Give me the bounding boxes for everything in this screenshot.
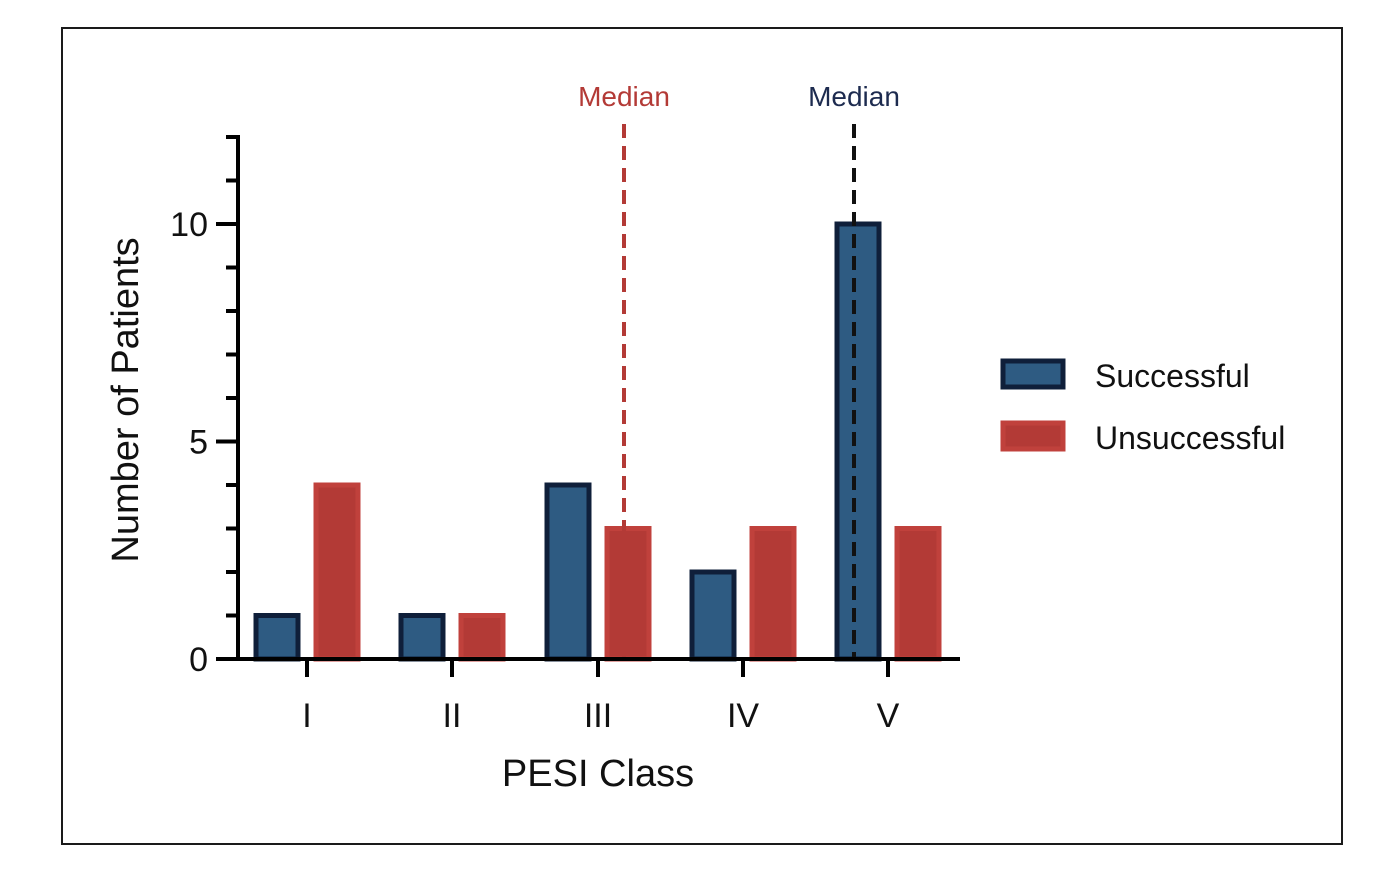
x-tick-label: V: [877, 697, 900, 735]
x-tick-label: I: [302, 697, 311, 735]
legend-swatch-unsuccessful: [1000, 420, 1066, 452]
bar-successful-iv: [689, 569, 737, 662]
y-axis-ticks: 0 5 10: [170, 135, 238, 679]
bar-successful-ii: [398, 613, 446, 662]
bar-unsuccessful-iv: [749, 526, 797, 662]
bar-unsuccessful-v: [894, 526, 942, 662]
legend-label-unsuccessful: Unsuccessful: [1095, 420, 1285, 456]
x-tick-label: IV: [727, 697, 759, 735]
legend-swatch-successful: [1000, 358, 1066, 390]
figure-frame: [61, 27, 1343, 845]
y-tick-label: 10: [170, 206, 208, 244]
x-axis-title: PESI Class: [502, 753, 694, 795]
bar-successful-v: [834, 221, 882, 662]
bar-unsuccessful-iii: [604, 526, 652, 662]
x-tick-label: II: [443, 697, 462, 735]
legend-label-successful: Successful: [1095, 358, 1250, 394]
bar-unsuccessful-ii: [458, 613, 506, 662]
bar-successful-iii: [544, 482, 592, 662]
bar-successful-i: [253, 613, 301, 662]
median-lines-overlay: Median Median: [578, 81, 900, 659]
y-tick-label: 0: [189, 641, 208, 679]
x-tick-label: III: [584, 697, 612, 735]
median-label-successful: Median: [808, 81, 900, 112]
legend: Successful Unsuccessful: [1000, 358, 1285, 456]
bar-unsuccessful-i: [313, 482, 361, 662]
y-tick-label: 5: [189, 424, 208, 462]
x-axis-ticks: I II III IV V: [302, 659, 900, 735]
median-label-unsuccessful: Median: [578, 81, 670, 112]
y-axis-title: Number of Patients: [105, 237, 147, 562]
